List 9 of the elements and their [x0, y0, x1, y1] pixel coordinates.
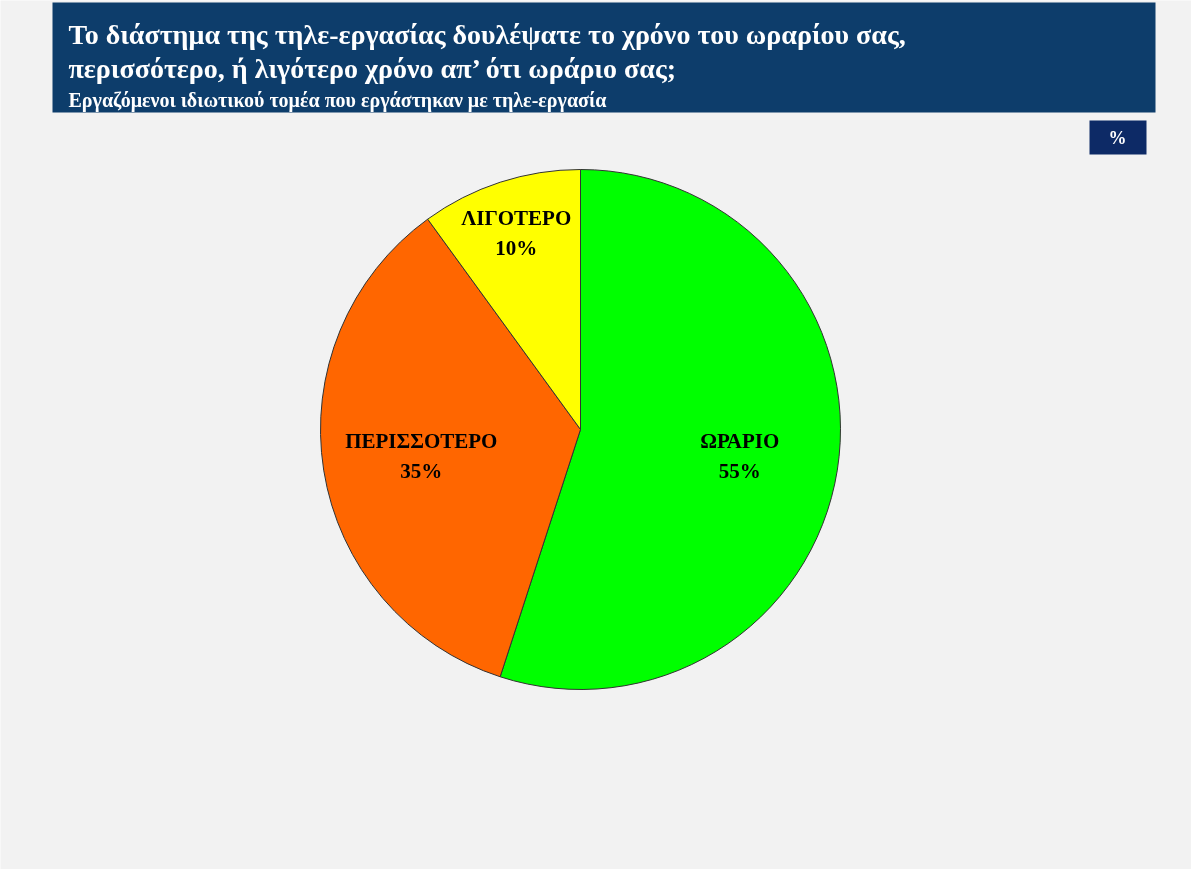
data-label: 35%	[400, 458, 443, 483]
data-label: 10%	[495, 235, 538, 260]
text: %	[1108, 127, 1127, 148]
chart-subtitle: Εργαζόμενοι ιδιωτικού τομέα που εργάστηκαν με τηλε-εργασία	[68, 88, 607, 112]
slice-label: ΩΡΑΡΙΟ	[700, 428, 780, 453]
chart-title: Το διάστημα της τηλε-εργασίας δουλέψατε το χρόνο του ωραρίου σας, περισσότερο, ή λιγότερο χρόνο απ’ ότι ωράριο σας;	[68, 18, 906, 84]
data-label: 55%	[718, 458, 761, 483]
slice-label: ΠΕΡΙΣΣΟΤΕΡΟ	[345, 428, 498, 453]
slice-label: ΛΙΓΟΤΕΡΟ	[461, 205, 572, 230]
